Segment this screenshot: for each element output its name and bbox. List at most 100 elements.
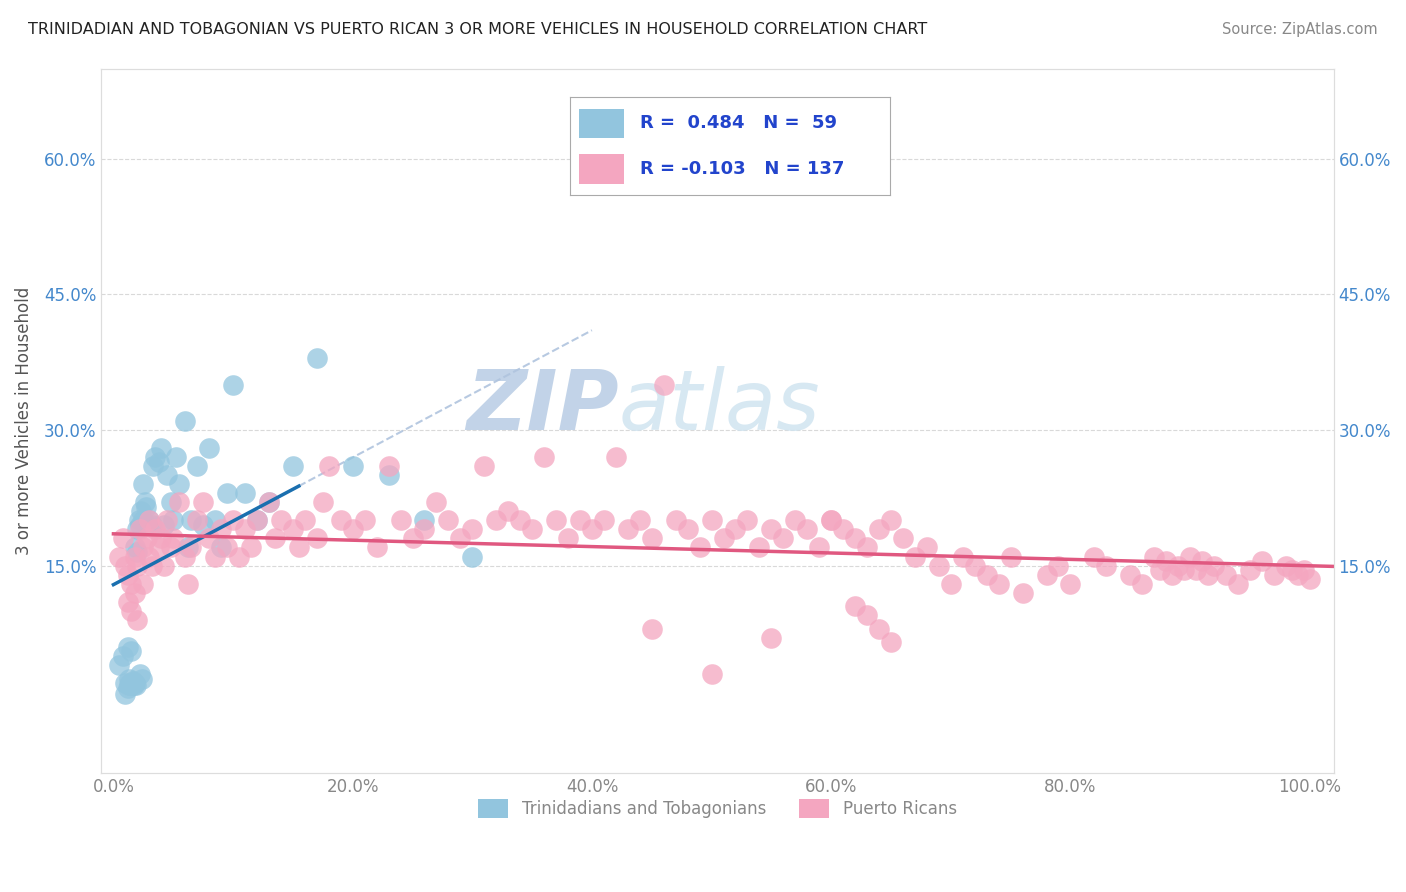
Point — [1047, 558, 1070, 573]
Point — [156, 468, 179, 483]
Point — [676, 523, 699, 537]
Text: Source: ZipAtlas.com: Source: ZipAtlas.com — [1222, 22, 1378, 37]
Point — [148, 455, 170, 469]
Point — [628, 513, 651, 527]
Point — [138, 513, 160, 527]
Point — [389, 513, 412, 527]
Point — [772, 532, 794, 546]
Point — [939, 576, 962, 591]
Point — [1250, 554, 1272, 568]
Point — [1000, 549, 1022, 564]
Point — [987, 576, 1010, 591]
Point — [117, 640, 139, 654]
Point — [180, 513, 202, 527]
Point — [785, 513, 807, 527]
Point — [449, 532, 471, 546]
Point — [117, 567, 139, 582]
Point — [129, 504, 152, 518]
Point — [1191, 554, 1213, 568]
Point — [204, 513, 226, 527]
Point — [1275, 558, 1298, 573]
Point — [128, 523, 150, 537]
Point — [156, 513, 179, 527]
Point — [880, 513, 903, 527]
Point — [120, 604, 142, 618]
Point — [641, 622, 664, 636]
Point — [1130, 576, 1153, 591]
Point — [204, 549, 226, 564]
Point — [117, 595, 139, 609]
Point — [737, 513, 759, 527]
Point — [915, 541, 938, 555]
Point — [281, 523, 304, 537]
Point — [152, 517, 174, 532]
Point — [128, 513, 150, 527]
Point — [329, 513, 352, 527]
Point — [127, 545, 149, 559]
Point — [114, 676, 136, 690]
Point — [665, 513, 688, 527]
Point — [1226, 576, 1249, 591]
Point — [132, 477, 155, 491]
Point — [257, 495, 280, 509]
Point — [162, 532, 184, 546]
Point — [891, 532, 914, 546]
Point — [856, 541, 879, 555]
Point — [1059, 576, 1081, 591]
Point — [1035, 567, 1057, 582]
Point — [240, 541, 263, 555]
Point — [122, 678, 145, 692]
Point — [128, 667, 150, 681]
Point — [856, 608, 879, 623]
Point — [150, 532, 173, 546]
Point — [544, 513, 567, 527]
Point — [1202, 558, 1225, 573]
Point — [652, 377, 675, 392]
Point — [294, 513, 316, 527]
Point — [641, 532, 664, 546]
Point — [868, 523, 890, 537]
Point — [1083, 549, 1105, 564]
Point — [796, 523, 818, 537]
Text: ZIP: ZIP — [467, 367, 619, 448]
Point — [509, 513, 531, 527]
Point — [120, 576, 142, 591]
Point — [128, 517, 150, 532]
Point — [131, 672, 153, 686]
Point — [111, 648, 134, 663]
Point — [1167, 558, 1189, 573]
Point — [820, 513, 842, 527]
Point — [1239, 563, 1261, 577]
Point — [617, 523, 640, 537]
Point — [868, 622, 890, 636]
Point — [1154, 554, 1177, 568]
Point — [904, 549, 927, 564]
Point — [125, 678, 148, 692]
Legend: Trinidadians and Tobagonians, Puerto Ricans: Trinidadians and Tobagonians, Puerto Ric… — [471, 792, 963, 825]
Point — [312, 495, 335, 509]
Point — [689, 541, 711, 555]
Point — [124, 549, 146, 564]
Point — [353, 513, 375, 527]
Point — [127, 523, 149, 537]
Point — [318, 459, 340, 474]
Point — [1149, 563, 1171, 577]
Point — [191, 517, 214, 532]
Point — [167, 477, 190, 491]
Point — [198, 532, 221, 546]
Point — [160, 495, 183, 509]
Point — [1263, 567, 1285, 582]
Point — [141, 558, 163, 573]
Point — [228, 549, 250, 564]
Point — [148, 541, 170, 555]
Point — [1286, 567, 1309, 582]
Point — [209, 523, 232, 537]
Text: atlas: atlas — [619, 367, 821, 448]
Point — [270, 513, 292, 527]
Point — [121, 674, 143, 689]
Point — [963, 558, 986, 573]
Point — [1143, 549, 1166, 564]
Point — [1215, 567, 1237, 582]
Point — [167, 495, 190, 509]
Point — [425, 495, 447, 509]
